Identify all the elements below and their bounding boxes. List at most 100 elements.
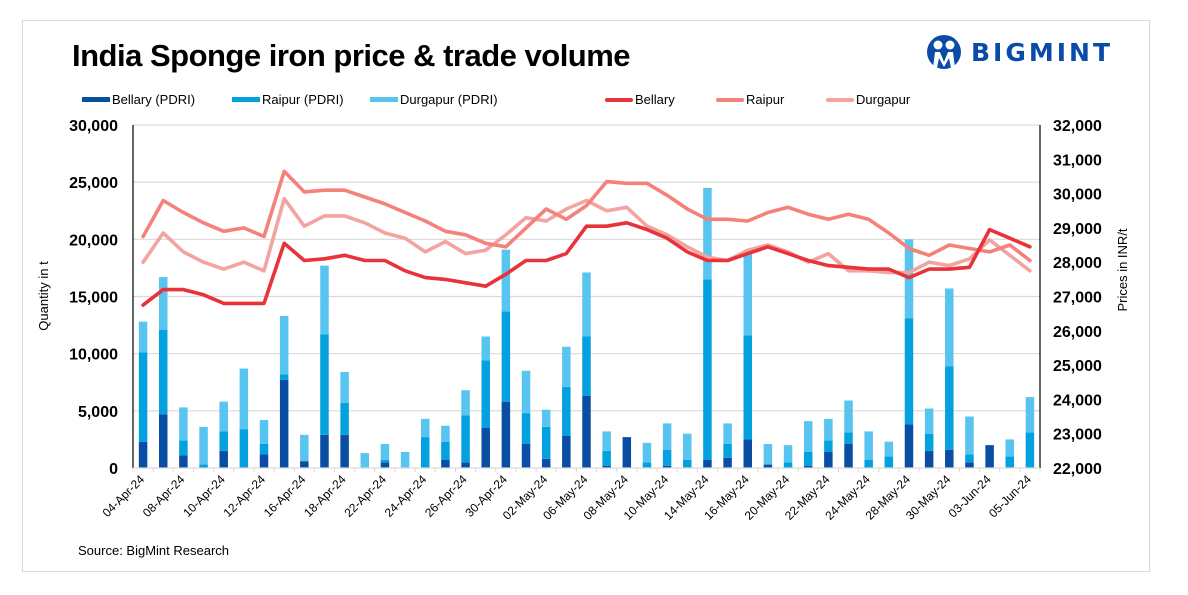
- legend-label: Bellary (PDRI): [112, 92, 196, 107]
- bar-segment-raipur-pdri: [158, 329, 168, 415]
- bigmint-logo-icon: [927, 35, 961, 69]
- bar-segment-bellary-pdri: [179, 455, 188, 468]
- x-axis-ticks: 04-Apr-2408-Apr-2410-Apr-2412-Apr-2416-A…: [100, 472, 1035, 523]
- bar-segment-durgapur-pdri: [965, 416, 974, 455]
- legend-swatch-bellary: [605, 97, 633, 102]
- bar-segment-raipur-pdri: [138, 352, 148, 442]
- bar-segment-raipur-pdri: [642, 462, 652, 468]
- legend-swatch-bellary-pdri: [82, 97, 110, 102]
- bar-segment-durgapur-pdri: [1025, 397, 1035, 433]
- bar-segment-bellary-pdri: [138, 441, 148, 468]
- y-tick-label: 20,000: [69, 232, 118, 249]
- chart-legend: Bellary (PDRI) Raipur (PDRI) Durgapur (P…: [0, 92, 1188, 108]
- legend-swatch-raipur: [716, 97, 744, 102]
- legend-item-durgapur: Durgapur: [826, 92, 910, 107]
- bar-segment-raipur-pdri: [965, 454, 974, 463]
- bar-segment-raipur-pdri: [279, 374, 289, 380]
- bar-segment-bellary-pdri: [562, 435, 571, 468]
- bar-segment-bellary-pdri: [461, 462, 470, 468]
- y2-tick-label: 32,000: [1053, 118, 1102, 135]
- y-tick-label: 25,000: [69, 175, 118, 192]
- bar-segment-bellary-pdri: [602, 465, 611, 468]
- bar-segment-raipur-pdri: [783, 462, 793, 468]
- bar-segment-bellary-pdri: [763, 464, 773, 468]
- bar-segment-raipur-pdri: [1005, 456, 1015, 468]
- y-tick-label: 0: [109, 461, 118, 478]
- bigmint-logo-text: BIGMINT: [971, 37, 1114, 67]
- legend-swatch-raipur-pdri: [232, 97, 260, 102]
- bar-segment-raipur-pdri: [320, 334, 329, 435]
- bar-segment-raipur-pdri: [501, 311, 511, 402]
- bar-segment-raipur-pdri: [461, 415, 470, 463]
- bar-segment-durgapur-pdri: [924, 408, 934, 434]
- bigmint-logo: BIGMINT: [925, 34, 1113, 70]
- bar-segment-durgapur-pdri: [138, 321, 148, 353]
- bar-segment-bellary-pdri: [904, 424, 914, 468]
- x-tick-label: 22-Apr-24: [341, 472, 389, 520]
- bar-segment-durgapur-pdri: [219, 401, 228, 432]
- bar-segment-raipur-pdri: [481, 360, 490, 428]
- axes: [132, 125, 1041, 472]
- bar-segment-bellary-pdri: [924, 450, 934, 468]
- legend-label: Bellary: [635, 92, 675, 107]
- bar-segment-durgapur-pdri: [421, 418, 430, 438]
- bar-segment-durgapur-pdri: [783, 445, 793, 463]
- legend-item-bellary-pdri: Bellary (PDRI): [82, 92, 195, 107]
- bar-segment-bellary-pdri: [662, 465, 672, 468]
- bar-segment-durgapur-pdri: [562, 346, 571, 387]
- bar-segment-durgapur-pdri: [602, 431, 611, 451]
- price-line-bellary: [141, 221, 1032, 307]
- bar-segment-durgapur-pdri: [400, 451, 410, 468]
- bar-segment-durgapur-pdri: [884, 441, 894, 457]
- bar-segment-raipur-pdri: [1025, 432, 1035, 468]
- bar-segment-durgapur-pdri: [683, 433, 692, 460]
- y2-axis-label: Prices in INR/t: [1115, 228, 1130, 311]
- legend-item-durgapur-pdri: Durgapur (PDRI): [370, 92, 498, 107]
- bar-segment-raipur-pdri: [179, 440, 188, 456]
- bar-segment-durgapur-pdri: [864, 431, 873, 460]
- bar-segment-bellary-pdri: [481, 427, 490, 468]
- bar-segment-durgapur-pdri: [723, 423, 732, 444]
- bar-segment-bellary-pdri: [501, 401, 511, 468]
- bar-segment-raipur-pdri: [683, 459, 692, 468]
- legend-label: Durgapur: [856, 92, 911, 107]
- y2-tick-label: 26,000: [1053, 324, 1102, 341]
- bar-segment-durgapur-pdri: [380, 443, 390, 460]
- x-tick-label: 08-Apr-24: [140, 472, 188, 520]
- source-note: Source: BigMint Research: [78, 543, 230, 558]
- y2-tick-label: 30,000: [1053, 187, 1102, 204]
- bar-segment-durgapur-pdri: [279, 315, 289, 375]
- bar-segment-durgapur-pdri: [340, 371, 349, 403]
- bar-segment-raipur-pdri: [602, 450, 611, 466]
- left-axis-ticks: 0 5,000 10,000 15,000 20,000 25,000 30,000: [69, 118, 118, 478]
- right-axis-ticks: 22,000 23,000 24,000 25,000 26,000 27,000 28,0…: [1053, 118, 1102, 478]
- bar-segment-durgapur-pdri: [642, 442, 652, 463]
- legend-label: Durgapur (PDRI): [400, 92, 498, 107]
- y2-tick-label: 28,000: [1053, 255, 1102, 272]
- bar-segment-bellary-pdri: [279, 379, 289, 468]
- bar-segment-bellary-pdri: [380, 462, 390, 468]
- bar-segment-bellary-pdri: [985, 445, 994, 468]
- bar-segment-durgapur-pdri: [179, 407, 188, 441]
- bar-segment-durgapur-pdri: [662, 423, 672, 450]
- bar-segment-bellary-pdri: [803, 465, 813, 468]
- bar-segment-raipur-pdri: [824, 440, 833, 452]
- price-lines: [141, 169, 1032, 307]
- bar-segment-raipur-pdri: [541, 426, 551, 459]
- bar-segment-raipur-pdri: [239, 429, 249, 468]
- bar-segment-bellary-pdri: [158, 414, 168, 468]
- bar-segment-raipur-pdri: [924, 433, 934, 451]
- bar-segment-durgapur-pdri: [259, 419, 269, 444]
- x-tick-label: 26-Apr-24: [422, 472, 470, 520]
- bar-segment-durgapur-pdri: [461, 390, 470, 416]
- y2-tick-label: 27,000: [1053, 290, 1102, 307]
- x-tick-label: 10-Apr-24: [180, 472, 228, 520]
- bar-segment-bellary-pdri: [622, 437, 632, 468]
- bar-segment-raipur-pdri: [259, 443, 269, 455]
- legend-item-bellary: Bellary: [605, 92, 675, 107]
- bar-segment-durgapur-pdri: [199, 426, 208, 465]
- bar-segment-durgapur-pdri: [158, 277, 168, 330]
- bar-segment-raipur-pdri: [662, 449, 672, 466]
- bar-segment-bellary-pdri: [824, 451, 833, 468]
